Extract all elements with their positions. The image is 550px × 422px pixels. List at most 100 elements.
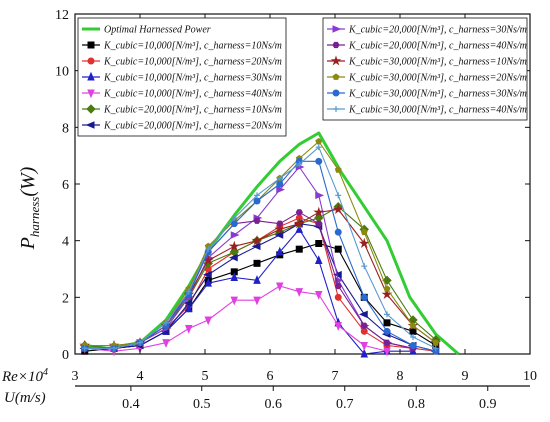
data-point xyxy=(332,25,342,33)
data-point xyxy=(358,237,370,249)
legend-label: K_cubic=10,000[N/m³], c_harness=20Ns/m xyxy=(103,57,282,68)
data-point xyxy=(205,246,212,253)
data-point xyxy=(330,55,342,66)
u-tick-label: 0.9 xyxy=(479,397,497,412)
data-point xyxy=(315,157,323,165)
data-point xyxy=(383,339,391,346)
data-point xyxy=(383,347,391,357)
data-point xyxy=(230,220,238,228)
legend-label: Optimal Harnessed Power xyxy=(104,25,211,36)
y-axis-label-unit: (W) xyxy=(17,166,39,196)
series-line xyxy=(84,223,436,352)
data-point xyxy=(334,228,342,236)
data-point xyxy=(251,235,263,246)
data-point xyxy=(253,275,261,284)
data-point xyxy=(360,322,368,329)
re-tick-label: 9 xyxy=(462,369,469,384)
re-tick-label: 5 xyxy=(202,369,209,384)
legend-label: K_cubic=10,000[N/m³], c_harness=40Ns/m xyxy=(103,89,282,100)
data-point xyxy=(383,327,391,335)
data-point xyxy=(276,180,284,188)
data-point xyxy=(358,310,368,319)
data-point xyxy=(163,319,169,326)
legend-box xyxy=(77,17,287,137)
re-tick-label: 10 xyxy=(523,369,537,384)
y-axis-label-main: P xyxy=(17,237,39,250)
legend-label: K_cubic=10,000[N/m³], c_harness=10Ns/m xyxy=(103,41,282,52)
legend-label: K_cubic=20,000[N/m³], c_harness=40Ns/m xyxy=(348,41,527,52)
data-point xyxy=(254,192,260,199)
data-point xyxy=(360,342,369,351)
re-axis-label-exp: 4 xyxy=(43,367,48,378)
data-point xyxy=(202,270,212,279)
data-point xyxy=(253,296,261,306)
data-point xyxy=(360,228,368,236)
data-point xyxy=(274,223,286,234)
y-tick-label: 12 xyxy=(55,8,69,23)
data-point xyxy=(360,327,368,335)
legend-label: K_cubic=30,000[N/m³], c_harness=40Ns/m xyxy=(348,105,527,116)
series-12 xyxy=(81,144,439,352)
data-point xyxy=(332,203,344,215)
data-point xyxy=(230,231,240,239)
data-point xyxy=(274,231,284,239)
y-tick-label: 0 xyxy=(62,348,69,363)
data-point xyxy=(315,191,325,200)
re-tick-label: 8 xyxy=(397,369,404,384)
data-point xyxy=(409,322,417,329)
series-line xyxy=(84,285,388,352)
y-axis-label-sub: harness xyxy=(27,197,42,237)
data-point xyxy=(314,255,323,264)
legend-box xyxy=(322,17,528,121)
data-point xyxy=(185,288,192,295)
data-point xyxy=(333,106,339,112)
re-axis-label-main: Re×10 xyxy=(1,369,43,385)
data-point xyxy=(87,89,95,99)
re-tick-label: 3 xyxy=(72,369,79,384)
legend-label: K_cubic=30,000[N/m³], c_harness=20Ns/m xyxy=(348,73,527,84)
data-point xyxy=(295,288,304,297)
data-point xyxy=(315,240,323,247)
y-tick-label: 10 xyxy=(55,65,69,80)
re-tick-label: 7 xyxy=(332,369,339,384)
series-line xyxy=(84,160,436,352)
y-tick-label: 4 xyxy=(62,235,69,250)
data-point xyxy=(231,215,238,221)
series-line xyxy=(84,131,460,356)
data-point xyxy=(315,144,322,151)
y-tick-label: 2 xyxy=(62,291,69,306)
data-point xyxy=(334,322,343,331)
re-tick-label: 4 xyxy=(137,369,144,384)
data-point xyxy=(334,166,342,173)
u-tick-label: 0.4 xyxy=(122,397,140,412)
u-tick-label: 0.7 xyxy=(336,397,354,412)
data-point xyxy=(228,253,238,262)
data-point xyxy=(432,345,439,352)
data-point xyxy=(86,104,96,114)
data-point xyxy=(332,41,340,49)
re-axis-label: Re×104 xyxy=(1,367,48,385)
data-point xyxy=(332,89,340,97)
data-point xyxy=(360,293,368,301)
data-point xyxy=(335,192,342,199)
data-point xyxy=(314,291,323,300)
y-tick-label: 8 xyxy=(62,121,69,136)
legend-label: K_cubic=30,000[N/m³], c_harness=10Ns/m xyxy=(348,57,527,68)
data-point xyxy=(111,345,117,352)
u-axis-label: U(m/s) xyxy=(4,390,46,406)
legend-label: K_cubic=30,000[N/m³], c_harness=30Ns/m xyxy=(348,89,527,100)
data-point xyxy=(382,275,392,286)
data-point xyxy=(383,285,391,292)
data-point xyxy=(87,57,95,65)
data-point xyxy=(87,41,95,49)
data-point xyxy=(295,224,304,233)
data-point xyxy=(230,296,239,306)
series-0 xyxy=(84,131,460,356)
data-point xyxy=(137,339,143,346)
y-axis-label: Pharness(W) xyxy=(17,166,42,250)
data-point xyxy=(204,277,213,287)
legend-label: K_cubic=20,000[N/m³], c_harness=20Ns/m xyxy=(103,121,282,132)
u-tick-label: 0.5 xyxy=(193,397,211,412)
data-point xyxy=(293,217,305,229)
data-point xyxy=(296,161,303,168)
